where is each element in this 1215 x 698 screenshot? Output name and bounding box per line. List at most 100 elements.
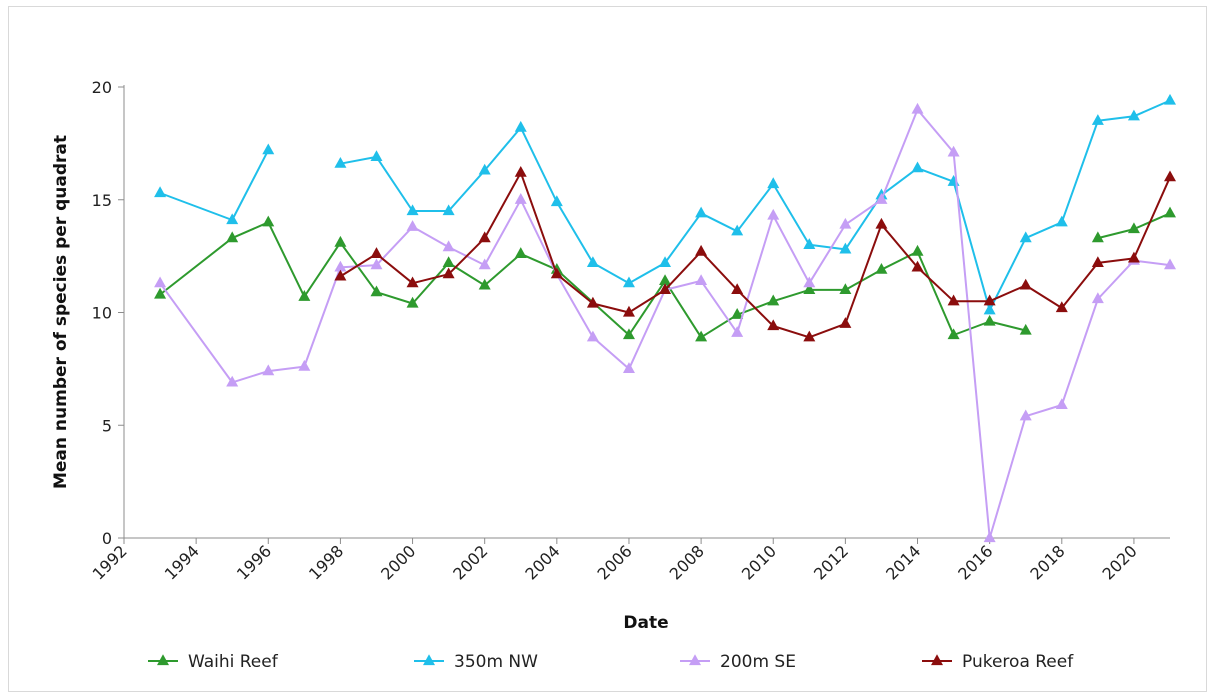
- data-point: [983, 531, 996, 543]
- x-tick-label: 1998: [305, 541, 347, 583]
- data-point: [731, 308, 744, 319]
- data-point: [406, 220, 419, 231]
- data-point: [370, 285, 383, 297]
- x-tick-label: 1996: [233, 541, 275, 583]
- data-point: [442, 256, 455, 267]
- series-line: [159, 108, 1171, 539]
- data-point: [839, 317, 852, 328]
- legend-marker: [423, 654, 435, 666]
- legend-marker: [157, 654, 169, 666]
- data-point: [1091, 114, 1104, 125]
- y-tick-label: 10: [92, 304, 112, 323]
- data-point: [262, 215, 275, 227]
- data-point: [731, 326, 744, 337]
- data-point: [226, 231, 239, 243]
- legend-item: 200m SE: [680, 652, 796, 672]
- data-point: [1055, 215, 1068, 227]
- data-point: [1019, 409, 1032, 421]
- data-point: [586, 296, 599, 308]
- data-point: [803, 283, 816, 295]
- data-point: [586, 256, 599, 267]
- data-point: [767, 319, 780, 331]
- x-tick-label: 2008: [666, 541, 708, 583]
- data-point: [622, 328, 635, 340]
- data-point: [550, 195, 563, 207]
- x-axis-title: Date: [623, 613, 668, 633]
- data-point: [334, 156, 347, 168]
- data-point: [1091, 256, 1104, 267]
- x-tick-label: 1992: [89, 541, 131, 583]
- data-point: [370, 247, 383, 258]
- series-pukeroa-reef: [334, 165, 1176, 342]
- legend-label: 200m SE: [720, 652, 796, 672]
- x-tick-label: 2018: [1026, 541, 1068, 583]
- data-point: [947, 145, 960, 157]
- x-tick-label: 2014: [882, 541, 924, 583]
- data-point: [911, 161, 924, 173]
- x-tick-label: 2010: [738, 541, 780, 583]
- data-point: [875, 217, 888, 229]
- y-tick-label: 0: [102, 529, 112, 548]
- data-point: [1019, 323, 1032, 335]
- data-point: [262, 143, 275, 155]
- data-point: [767, 294, 780, 306]
- data-point: [803, 238, 816, 249]
- data-point: [154, 186, 167, 198]
- data-point: [514, 247, 527, 258]
- data-point: [334, 235, 347, 247]
- data-point: [586, 330, 599, 342]
- legend-label: Waihi Reef: [188, 652, 279, 672]
- data-point: [1127, 251, 1140, 263]
- data-point: [442, 204, 455, 216]
- data-point: [514, 165, 527, 177]
- data-point: [370, 258, 383, 270]
- x-tick-label: 2016: [954, 541, 996, 583]
- data-point: [659, 283, 672, 295]
- legend-item: 350m NW: [414, 652, 538, 672]
- data-point: [1019, 278, 1032, 290]
- data-point: [803, 330, 816, 342]
- data-point: [983, 303, 996, 315]
- data-point: [442, 240, 455, 252]
- data-point: [695, 244, 708, 256]
- data-point: [622, 362, 635, 373]
- data-point: [1164, 170, 1176, 182]
- data-point: [478, 163, 491, 175]
- data-point: [406, 204, 419, 216]
- series-line: [159, 149, 270, 221]
- data-point: [839, 242, 852, 254]
- data-point: [731, 283, 744, 295]
- data-point: [767, 177, 780, 189]
- data-point: [659, 256, 672, 267]
- legend-marker: [689, 654, 701, 666]
- data-point: [803, 276, 816, 288]
- data-point: [298, 359, 311, 371]
- data-point: [875, 262, 888, 274]
- data-point: [911, 102, 924, 114]
- data-point: [1019, 231, 1032, 243]
- x-tick-label: 2012: [810, 541, 852, 583]
- data-point: [262, 364, 275, 376]
- data-point: [514, 120, 527, 132]
- legend: Waihi Reef 350m NW 200m SE Pukeroa Reef: [148, 652, 1074, 672]
- data-point: [983, 294, 996, 306]
- data-point: [1164, 93, 1176, 105]
- data-point: [839, 283, 852, 295]
- data-point: [226, 375, 239, 387]
- data-point: [478, 258, 491, 270]
- data-point: [1091, 231, 1104, 243]
- data-point: [514, 193, 527, 204]
- x-tick-label: 2004: [521, 541, 563, 583]
- x-tick-label: 2006: [594, 541, 636, 583]
- data-point: [298, 290, 311, 301]
- legend-label: Pukeroa Reef: [962, 652, 1074, 672]
- data-point: [1055, 301, 1068, 313]
- legend-item: Waihi Reef: [148, 652, 279, 672]
- y-tick-label: 20: [92, 78, 112, 97]
- x-tick-label: 1994: [161, 541, 203, 583]
- data-point: [550, 267, 563, 279]
- data-point: [1091, 292, 1104, 304]
- data-point: [911, 260, 924, 272]
- data-point: [406, 296, 419, 308]
- data-point: [334, 260, 347, 272]
